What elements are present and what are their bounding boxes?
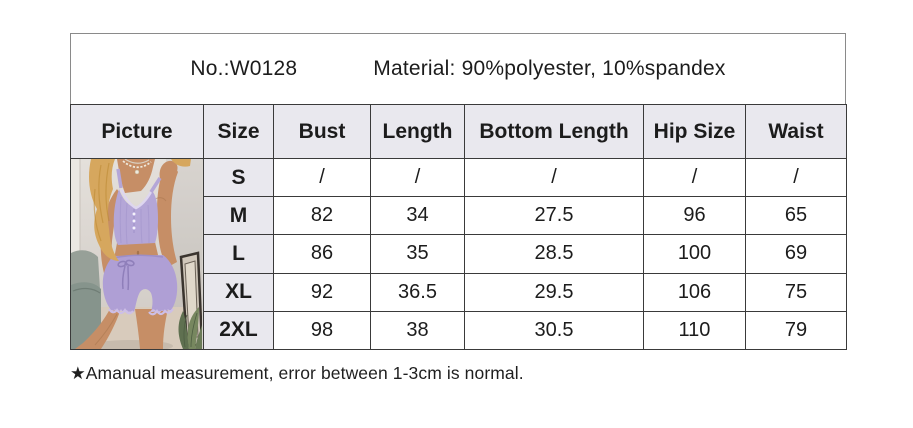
col-header-picture: Picture (70, 104, 204, 159)
bottom-length-cell: 27.5 (464, 196, 644, 236)
size-cell: L (203, 234, 274, 274)
bottom-length-cell: 30.5 (464, 310, 644, 351)
bust-cell: 92 (273, 272, 371, 312)
header-row: Picture Size Bust Length Bottom Length H… (70, 104, 847, 159)
table-row-s: S / / / / / (70, 157, 847, 350)
bust-cell: 86 (273, 234, 371, 274)
col-header-bust: Bust (273, 104, 371, 159)
size-chart-sheet: No.:W0128 Material: 90%polyester, 10%spa… (70, 33, 847, 384)
col-header-waist: Waist (745, 104, 847, 159)
col-header-length: Length (370, 104, 465, 159)
col-header-bottom-length: Bottom Length (464, 104, 644, 159)
table-row-m: M 82 34 27.5 96 65 (71, 196, 847, 236)
bottom-length-cell: 28.5 (464, 234, 644, 274)
length-cell: 34 (370, 196, 465, 236)
waist-cell: / (745, 157, 847, 198)
size-cell: M (203, 196, 274, 236)
product-photo (71, 159, 202, 349)
waist-cell: 79 (745, 310, 847, 351)
hip-size-cell: 96 (643, 196, 746, 236)
waist-cell: 75 (745, 272, 847, 312)
product-number: No.:W0128 (190, 57, 298, 80)
waist-cell: 65 (745, 196, 847, 236)
hip-size-cell: 110 (643, 310, 746, 351)
hip-size-cell: 106 (643, 272, 746, 312)
size-cell: XL (203, 272, 274, 312)
size-cell: 2XL (203, 310, 274, 351)
bottom-length-cell: 29.5 (464, 272, 644, 312)
hip-size-cell: / (643, 157, 746, 198)
bust-cell: 82 (273, 196, 371, 236)
length-cell: 36.5 (370, 272, 465, 312)
hip-size-cell: 100 (643, 234, 746, 274)
product-material: Material: 90%polyester, 10%spandex (373, 57, 726, 80)
size-table: Picture Size Bust Length Bottom Length H… (70, 104, 847, 351)
col-header-size: Size (203, 104, 274, 159)
table-row-2xl: 2XL 98 38 30.5 110 79 (71, 310, 847, 351)
product-info-bar: No.:W0128 Material: 90%polyester, 10%spa… (70, 33, 846, 105)
col-header-hip-size: Hip Size (643, 104, 746, 159)
product-picture-cell (70, 158, 204, 350)
waist-cell: 69 (745, 234, 847, 274)
length-cell: / (370, 157, 465, 198)
bottom-length-cell: / (464, 157, 644, 198)
bust-cell: / (273, 157, 371, 198)
length-cell: 38 (370, 310, 465, 351)
bust-cell: 98 (273, 310, 371, 351)
length-cell: 35 (370, 234, 465, 274)
size-cell: S (203, 157, 274, 198)
measurement-note: ★Amanual measurement, error between 1-3c… (70, 363, 524, 383)
